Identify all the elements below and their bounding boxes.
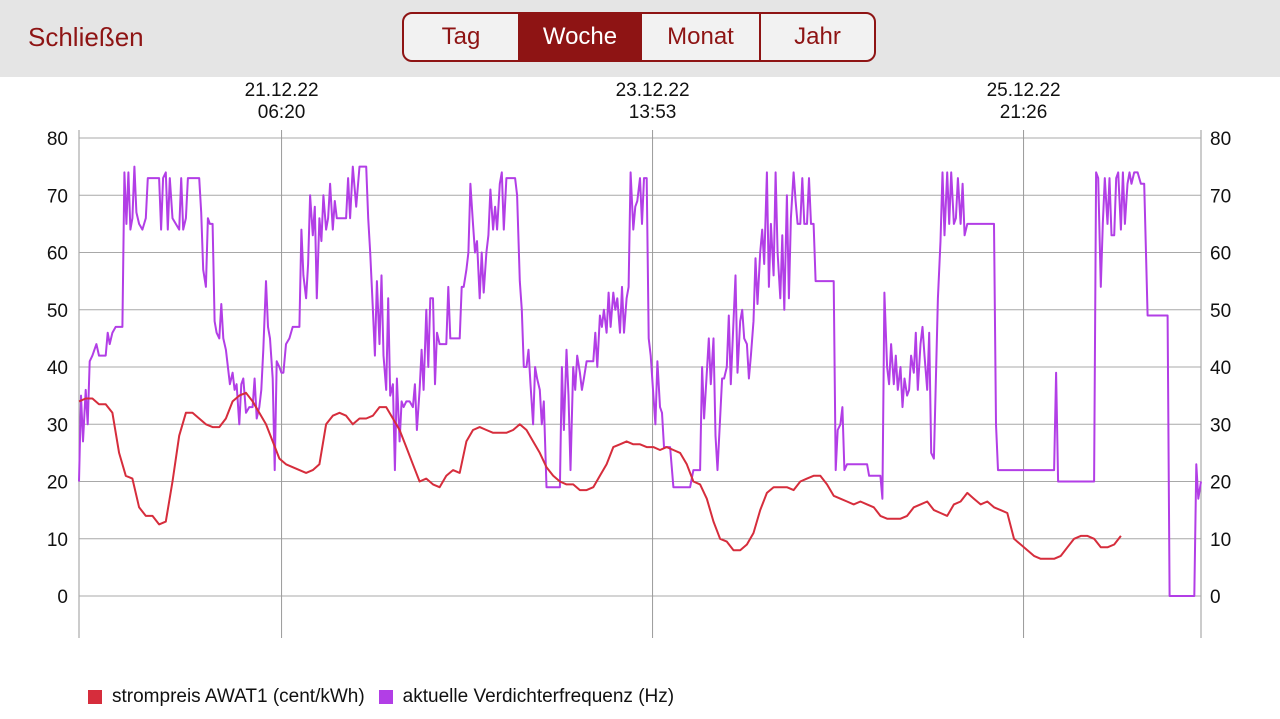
y-tick-right-20: 20 (1210, 473, 1231, 494)
y-tick-left-80: 80 (47, 129, 68, 150)
legend-item-verdichterfrequenz: aktuelle Verdichterfrequenz (Hz) (378, 686, 675, 708)
tab-monat[interactable]: Monat (642, 14, 761, 60)
chart-legend: strompreis AWAT1 (cent/kWh) aktuelle Ver… (88, 686, 688, 708)
y-tick-left-0: 0 (57, 587, 68, 608)
x-marker-date-2: 25.12.22 (987, 80, 1061, 101)
top-toolbar: Schließen Tag Woche Monat Jahr (0, 0, 1280, 77)
y-tick-right-10: 10 (1210, 530, 1231, 551)
y-tick-left-60: 60 (47, 244, 68, 265)
legend-label-verdichterfrequenz: aktuelle Verdichterfrequenz (Hz) (402, 686, 675, 707)
x-marker-time-1: 13:53 (629, 102, 677, 123)
legend-label-strompreis: strompreis AWAT1 (cent/kWh) (112, 686, 365, 707)
x-marker-time-2: 21:26 (1000, 102, 1048, 123)
line-chart: 0 0 10 10 20 20 30 30 40 40 50 50 60 60 70 70 80 80 21.12… (47, 80, 1231, 638)
x-marker-date-0: 21.12.22 (245, 80, 319, 101)
chart-series (78, 165, 1202, 597)
y-tick-right-30: 30 (1210, 415, 1231, 436)
y-tick-right-60: 60 (1210, 244, 1231, 265)
x-marker-time-0: 06:20 (258, 102, 306, 123)
tab-woche[interactable]: Woche (520, 14, 642, 60)
tab-tag[interactable]: Tag (404, 14, 520, 60)
y-axis-ticks: 0 0 10 10 20 20 30 30 40 40 50 50 60 60 70 70 80 80 (47, 129, 1231, 608)
legend-swatch-red (88, 690, 102, 704)
series-line-0 (78, 391, 1122, 560)
y-tick-right-50: 50 (1210, 301, 1231, 322)
y-tick-right-40: 40 (1210, 358, 1231, 379)
y-tick-left-30: 30 (47, 415, 68, 436)
period-segmented-control: Tag Woche Monat Jahr (402, 12, 876, 62)
y-tick-left-40: 40 (47, 358, 68, 379)
legend-item-strompreis: strompreis AWAT1 (cent/kWh) (88, 686, 365, 708)
close-button[interactable]: Schließen (28, 22, 144, 52)
y-tick-left-10: 10 (47, 530, 68, 551)
x-marker-date-1: 23.12.22 (616, 80, 690, 101)
y-tick-right-0: 0 (1210, 587, 1221, 608)
tab-jahr[interactable]: Jahr (794, 23, 841, 50)
legend-swatch-purple (378, 690, 393, 704)
series-line-1 (78, 165, 1202, 597)
y-tick-left-50: 50 (47, 301, 68, 322)
y-tick-right-70: 70 (1210, 186, 1231, 207)
y-tick-left-70: 70 (47, 186, 68, 207)
y-tick-right-80: 80 (1210, 129, 1231, 150)
chart-grid (78, 130, 1202, 638)
y-tick-left-20: 20 (47, 473, 68, 494)
